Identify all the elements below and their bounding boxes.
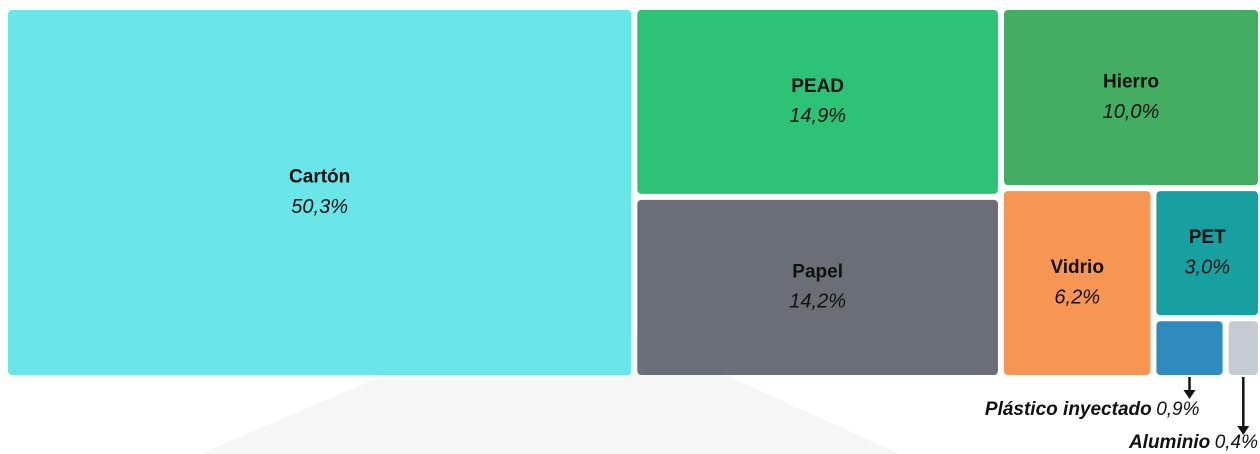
arrow-head [1183,390,1196,399]
tile-name: Hierro [1103,72,1159,93]
tile [8,10,632,375]
label-value: 0,9% [1156,399,1199,420]
tile-value: 50,3% [291,196,348,218]
tile [1003,10,1258,186]
tile [1228,321,1258,375]
external-label: Aluminio 0,4% [1128,432,1258,453]
tile-value: 14,9% [789,105,846,127]
tile-value: 3,0% [1184,256,1230,278]
label-name: Plástico inyectado [985,399,1152,420]
tile-name: Vidrio [1050,257,1104,278]
tile [637,199,998,375]
tile [1156,191,1258,316]
tile [1003,191,1151,375]
arrow-head [1237,426,1250,435]
background-shape [200,300,900,454]
tile-name: Cartón [289,167,350,188]
tile-value: 14,2% [789,291,846,313]
tile-value: 6,2% [1054,286,1100,308]
tile-name: PEAD [791,76,844,97]
label-value: 0,4% [1215,432,1258,453]
tile-name: Papel [792,261,843,282]
tile-name: PET [1189,227,1226,248]
tile [1156,321,1223,375]
tile-value: 10,0% [1103,101,1160,123]
external-label: Plástico inyectado 0,9% [985,399,1200,420]
tile [637,10,998,194]
label-name: Aluminio [1128,432,1210,453]
